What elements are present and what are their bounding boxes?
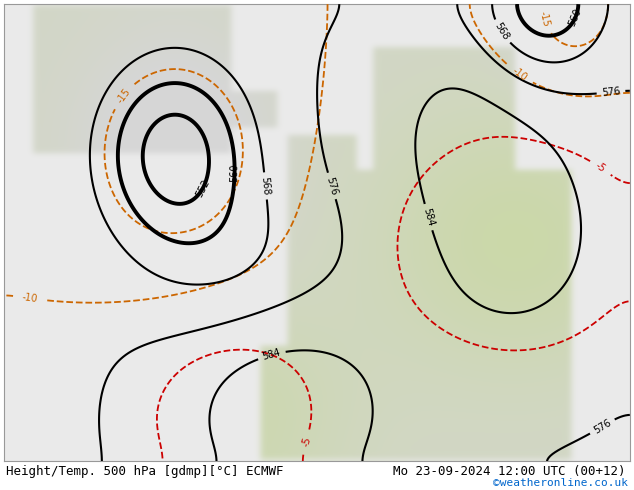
Text: -15: -15	[538, 10, 552, 28]
Text: 560: 560	[567, 7, 584, 28]
Text: Height/Temp. 500 hPa [gdmp][°C] ECMWF: Height/Temp. 500 hPa [gdmp][°C] ECMWF	[6, 465, 284, 478]
Text: ©weatheronline.co.uk: ©weatheronline.co.uk	[493, 478, 628, 488]
Text: -10: -10	[21, 292, 38, 304]
Text: 584: 584	[421, 207, 436, 227]
Text: 576: 576	[592, 417, 613, 436]
Text: 576: 576	[325, 175, 339, 196]
Text: -15: -15	[115, 86, 132, 105]
Text: -10: -10	[510, 65, 529, 83]
Text: 568: 568	[493, 21, 510, 42]
Text: Mo 23-09-2024 12:00 UTC (00+12): Mo 23-09-2024 12:00 UTC (00+12)	[393, 465, 626, 478]
Text: 576: 576	[601, 86, 621, 98]
Text: 552: 552	[194, 177, 212, 198]
Text: 584: 584	[261, 347, 282, 362]
Text: 560: 560	[230, 164, 240, 182]
Text: -5: -5	[301, 435, 313, 447]
Text: 568: 568	[260, 176, 271, 196]
Text: -5: -5	[593, 161, 607, 175]
